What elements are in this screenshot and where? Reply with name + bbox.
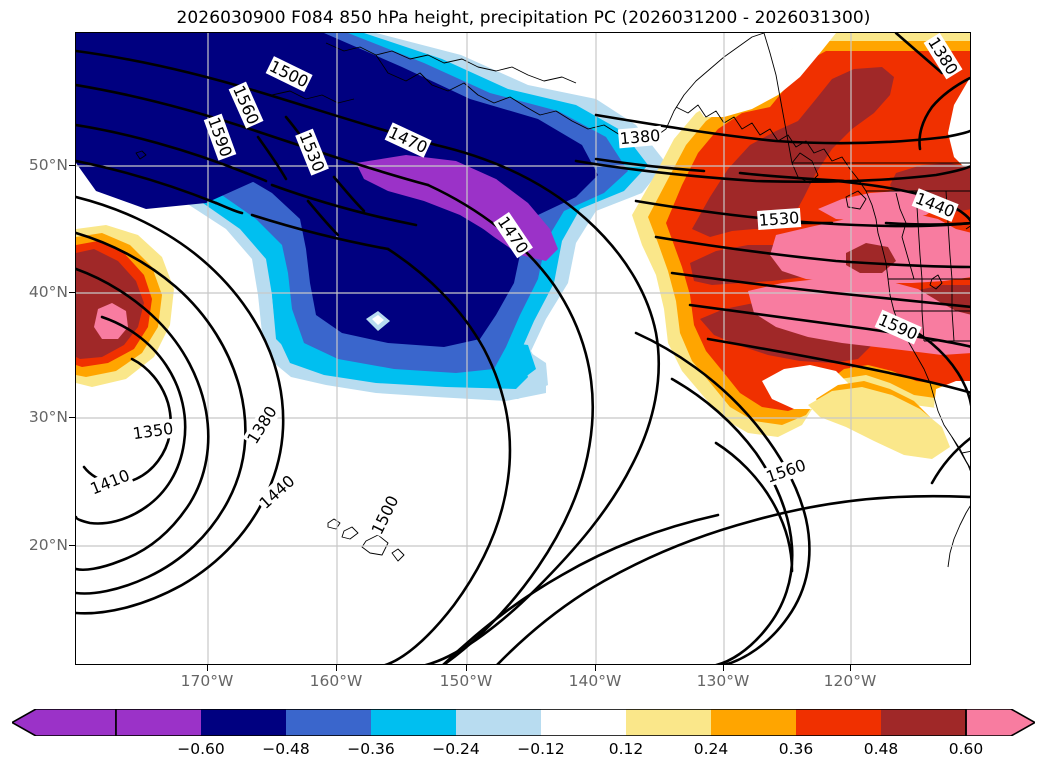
map-canvas	[76, 33, 970, 664]
colorbar-outline	[115, 709, 967, 736]
colorbar-bin	[711, 709, 796, 736]
colorbar-tick-label: −0.48	[262, 740, 310, 758]
colorbar-bin	[626, 709, 711, 736]
colorbar-canvas	[12, 709, 1035, 736]
colorbar-under-arrow	[12, 709, 117, 736]
colorbar-bin	[286, 709, 371, 736]
colorbar-tick-label: −0.60	[177, 740, 225, 758]
contourf-isolated-white	[372, 315, 384, 325]
xtick-label-130w: 130°W	[696, 672, 750, 690]
ytick-label-30n: 30°N	[0, 408, 68, 426]
ytick-label-20n: 20°N	[0, 536, 68, 554]
colorbar-tick-label: −0.12	[517, 740, 565, 758]
xtick-mark	[466, 665, 468, 671]
map-plot-area[interactable]	[75, 32, 971, 665]
colorbar-bin	[201, 709, 286, 736]
colorbar-tick-label: 0.24	[693, 740, 729, 758]
xtick-label-120w: 120°W	[823, 672, 877, 690]
contourf-pos-060-c	[818, 191, 940, 221]
ytick-mark	[69, 292, 75, 294]
ytick-label-50n: 50°N	[0, 156, 68, 174]
xtick-label-140w: 140°W	[568, 672, 622, 690]
ytick-label-40n: 40°N	[0, 283, 68, 301]
contourf-pos-tail-012	[808, 387, 950, 459]
colorbar-bin	[541, 709, 626, 736]
colorbar-tick-label: 0.48	[863, 740, 899, 758]
colorbar-bin	[116, 709, 201, 736]
xtick-label-170w: 170°W	[180, 672, 234, 690]
colorbar-tick-label: −0.36	[347, 740, 395, 758]
ytick-mark	[69, 545, 75, 547]
colorbar-bin	[796, 709, 881, 736]
colorbar-bin	[881, 709, 966, 736]
colorbar[interactable]	[12, 709, 1035, 736]
ytick-text: 50°N	[28, 156, 68, 174]
colorbar-bin	[371, 709, 456, 736]
colorbar-bin	[456, 709, 541, 736]
xtick-mark	[595, 665, 597, 671]
xtick-mark	[336, 665, 338, 671]
ytick-text: 30°N	[28, 408, 68, 426]
ytick-text: 40°N	[28, 283, 68, 301]
ytick-mark	[69, 165, 75, 167]
xtick-mark	[850, 665, 852, 671]
colorbar-over-arrow	[965, 709, 1035, 736]
xtick-mark	[207, 665, 209, 671]
colorbar-tick-label: 0.36	[778, 740, 814, 758]
contourf-pos-048-a	[692, 67, 894, 237]
ytick-text: 20°N	[28, 536, 68, 554]
xtick-mark	[723, 665, 725, 671]
ytick-mark	[69, 417, 75, 419]
contourf-pos-048-pocket	[846, 243, 896, 273]
xtick-label-160w: 160°W	[309, 672, 363, 690]
colorbar-tick-label: 0.12	[608, 740, 644, 758]
page-title: 2026030900 F084 850 hPa height, precipit…	[176, 8, 871, 28]
contourf-zero-hole-c	[696, 33, 836, 117]
colorbar-tick-label: 0.60	[948, 740, 984, 758]
xtick-label-150w: 150°W	[439, 672, 493, 690]
colorbar-tick-label: −0.24	[432, 740, 480, 758]
